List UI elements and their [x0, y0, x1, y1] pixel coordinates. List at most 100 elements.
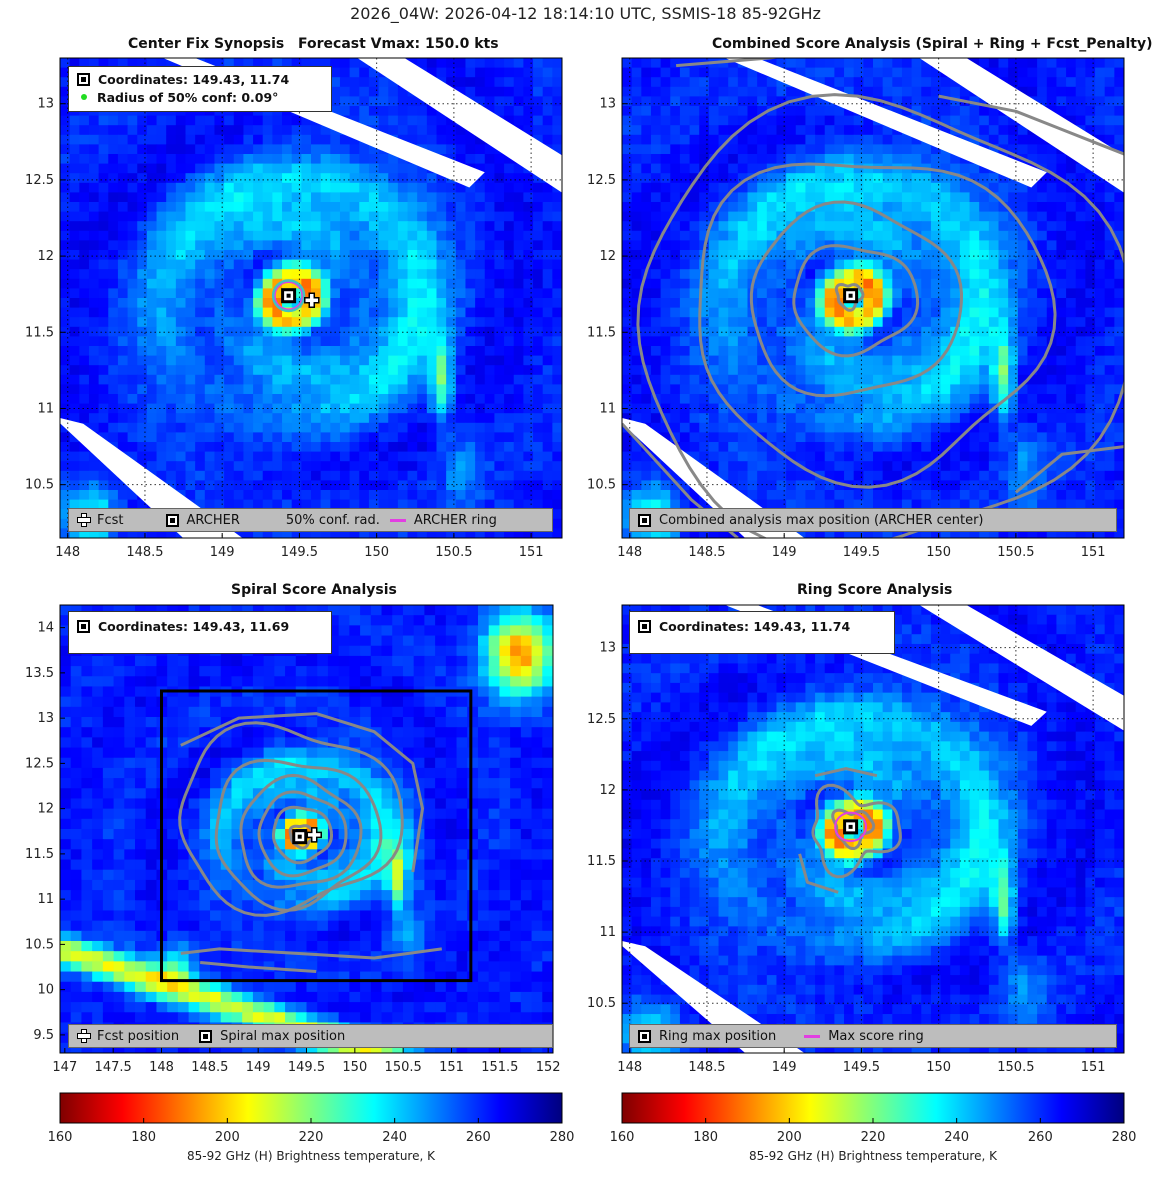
tl-pixel	[349, 326, 360, 337]
tr-pixel	[834, 115, 845, 126]
tr-pixel	[1085, 259, 1096, 270]
tr-pixel	[940, 442, 951, 453]
tr-pixel	[805, 451, 816, 462]
tr-pixel	[901, 442, 913, 453]
tl-pixel	[291, 499, 302, 510]
tl-pixel	[108, 269, 119, 280]
tr-pixel	[834, 125, 845, 136]
tl-pixel	[407, 365, 418, 376]
tr-pixel	[863, 278, 874, 289]
tr-pixel	[824, 125, 835, 136]
tr-pixel	[1075, 317, 1086, 328]
tl-pixel	[552, 77, 562, 88]
tr-pixel	[660, 259, 671, 270]
tl-pixel	[542, 461, 553, 472]
tr-pixel	[650, 461, 662, 472]
tl-pixel	[282, 346, 293, 357]
figure-title: 2026_04W: 2026-04-12 18:14:10 UTC, SSMIS…	[350, 4, 821, 23]
tl-pixel	[224, 182, 235, 193]
tr-pixel	[921, 192, 932, 203]
tl-pixel	[417, 202, 428, 213]
tr-pixel	[1008, 403, 1019, 414]
tl-pixel	[108, 326, 119, 337]
tr-pixel	[815, 96, 826, 107]
tr-pixel	[998, 403, 1009, 414]
tl-pixel	[243, 336, 254, 347]
tr-pixel	[998, 413, 1009, 424]
tr-pixel	[786, 144, 797, 155]
tl-pixel	[378, 528, 389, 538]
tr-pixel	[1104, 250, 1115, 261]
tr-pixel	[1017, 269, 1029, 280]
tl-pixel	[146, 317, 158, 328]
tl-pixel	[301, 259, 312, 270]
tl-pixel	[272, 58, 283, 69]
tl-pixel	[117, 240, 129, 251]
tl-pixel	[282, 278, 293, 289]
tr-pixel	[679, 317, 691, 328]
tr-pixel	[641, 192, 652, 203]
tl-pixel	[185, 192, 196, 203]
tr-pixel	[728, 394, 739, 405]
tr-pixel	[622, 307, 633, 318]
tl-pixel	[475, 269, 486, 280]
tl-pixel	[465, 182, 476, 193]
tr-pixel	[1114, 288, 1124, 299]
tl-pixel	[513, 221, 524, 232]
tr-pixel	[1008, 394, 1019, 405]
tr-pixel	[892, 307, 903, 318]
tr-pixel	[940, 192, 951, 203]
tr-pixel	[1017, 422, 1029, 433]
tl-pixel	[262, 317, 273, 328]
tr-pixel	[757, 394, 768, 405]
tl-pixel	[282, 336, 293, 347]
tr-pixel	[728, 461, 739, 472]
tr-pixel	[979, 269, 990, 280]
tr-pixel	[863, 144, 874, 155]
tl-pixel	[455, 259, 467, 270]
tr-pixel	[622, 259, 633, 270]
tl-pixel	[282, 394, 293, 405]
tl-pixel	[146, 413, 158, 424]
tr-pixel	[670, 58, 681, 69]
tr-pixel	[728, 77, 739, 88]
tl-pixel	[494, 461, 505, 472]
tl-pixel	[475, 192, 486, 203]
tl-pixel	[552, 67, 562, 78]
tl-pixel	[272, 499, 283, 510]
tr-pixel	[969, 480, 980, 491]
tl-pixel	[397, 173, 409, 184]
tl-pixel	[475, 307, 486, 318]
tr-pixel	[1017, 346, 1029, 357]
tl-pixel	[455, 422, 467, 433]
tr-pixel	[979, 384, 990, 395]
tr-pixel	[815, 154, 826, 165]
br-title: Ring Score Analysis	[797, 582, 953, 598]
tr-pixel	[1114, 336, 1124, 347]
tr-pixel	[747, 202, 758, 213]
tr-pixel	[834, 470, 845, 481]
tr-pixel	[1104, 125, 1115, 136]
tl-pixel	[108, 422, 119, 433]
tr-pixel	[844, 221, 855, 232]
tl-pixel	[204, 374, 216, 385]
tl-pixel	[339, 259, 351, 270]
tl-pixel	[455, 355, 467, 366]
tl-pixel	[368, 413, 380, 424]
tl-pixel	[426, 307, 438, 318]
tl-pixel	[88, 499, 100, 510]
tr-pixel	[930, 442, 942, 453]
tl-pixel	[88, 365, 100, 376]
tr-pixel	[1008, 288, 1019, 299]
tl-pixel	[311, 346, 322, 357]
tl-pixel	[504, 58, 515, 69]
tl-pixel	[552, 403, 562, 414]
tr-pixel	[844, 346, 855, 357]
tl-pixel	[320, 288, 331, 299]
tr-pixel	[776, 336, 787, 347]
tl-pixel	[243, 413, 254, 424]
tl-pixel	[339, 288, 351, 299]
tr-pixel	[776, 442, 787, 453]
tr-pixel	[1017, 192, 1029, 203]
tr-pixel	[969, 307, 980, 318]
